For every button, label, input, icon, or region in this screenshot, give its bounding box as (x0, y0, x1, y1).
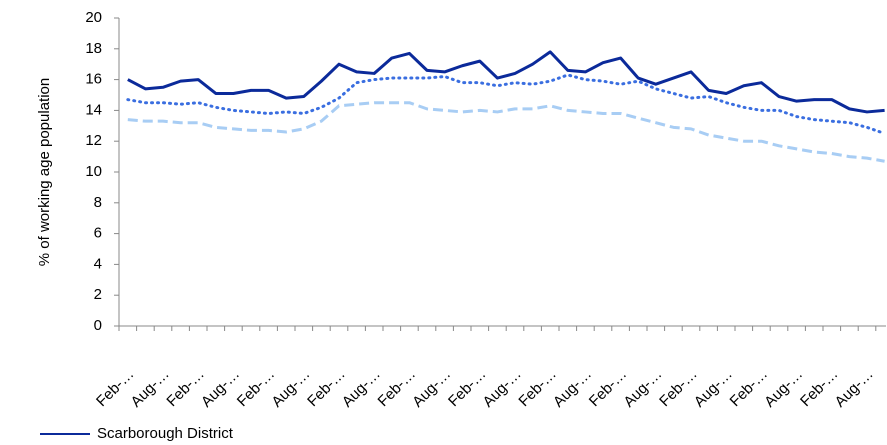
x-tick-label: Aug-… (480, 366, 525, 411)
x-tick-label: Feb-… (163, 366, 207, 410)
x-tick-label: Feb-… (586, 366, 630, 410)
y-tick-label: 20 (85, 9, 102, 26)
x-tick-label: Aug-… (198, 366, 243, 411)
x-tick-label: Aug-… (268, 366, 313, 411)
series-line (127, 101, 885, 163)
x-tick-label: Feb-… (797, 366, 841, 410)
y-tick-label: 6 (94, 225, 102, 242)
x-tick-label: Aug-… (550, 366, 595, 411)
x-tick-label: Feb-… (727, 366, 771, 410)
y-tick-label: 2 (94, 286, 102, 303)
x-tick-label: Aug-… (128, 366, 173, 411)
y-tick-label: 14 (85, 101, 102, 118)
x-tick-label: Aug-… (409, 366, 454, 411)
x-tick-label: Aug-… (620, 366, 665, 411)
y-tick-label: 10 (85, 163, 102, 180)
x-tick-label: Feb-… (515, 366, 559, 410)
x-tick-label: Feb-… (93, 366, 137, 410)
y-tick-label: 18 (85, 40, 102, 57)
y-axis-title: % of working age population (36, 78, 53, 266)
series-line (127, 50, 885, 114)
x-tick-label: Aug-… (761, 366, 806, 411)
x-tick-label: Feb-… (656, 366, 700, 410)
y-tick-label: 4 (94, 255, 102, 272)
y-tick-label: 12 (85, 132, 102, 149)
y-tick-label: 8 (94, 194, 102, 211)
x-tick-label: Aug-… (832, 366, 877, 411)
x-tick-label: Aug-… (691, 366, 736, 411)
x-tick-label: Feb-… (445, 366, 489, 410)
legend-label: Scarborough District (97, 425, 234, 442)
x-tick-label: Aug-… (339, 366, 384, 411)
x-tick-label: Feb-… (375, 366, 419, 410)
series-line (126, 73, 887, 135)
y-tick-label: 16 (85, 71, 102, 88)
x-tick-label: Feb-… (234, 366, 278, 410)
x-tick-label: Feb-… (304, 366, 348, 410)
y-tick-label: 0 (94, 317, 102, 334)
